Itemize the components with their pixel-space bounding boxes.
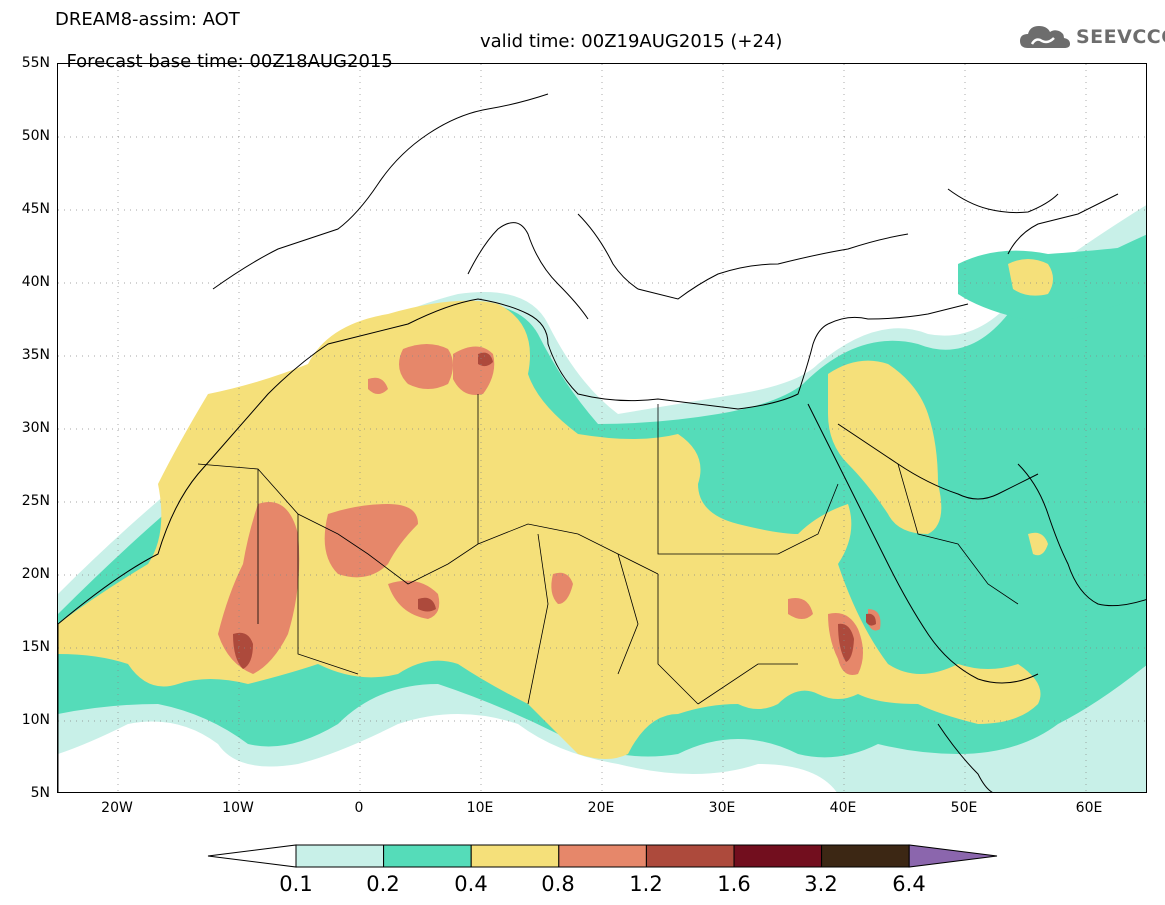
lat-label: 55N — [21, 55, 50, 71]
aot-band-0.8 — [218, 344, 881, 675]
colorbar-label: 6.4 — [892, 872, 926, 896]
colorbar-swatch — [470, 844, 560, 868]
lon-label: 10W — [222, 800, 254, 816]
colorbar-label: 0.1 — [279, 872, 313, 896]
colorbar-upper-extension — [908, 844, 998, 868]
lon-label: 20W — [101, 800, 133, 816]
logo-text: SEEVCCC — [1076, 26, 1165, 48]
colorbar-label: 0.4 — [454, 872, 488, 896]
aot-band-1.2 — [233, 352, 876, 669]
colorbar-label: 0.8 — [541, 872, 575, 896]
forecast-times: Forecast base time: 00Z18AUG2015 valid t… — [55, 32, 782, 92]
colorbar-label: 3.2 — [804, 872, 838, 896]
aot-band-0.4 — [58, 259, 1053, 759]
lat-label: 10N — [21, 712, 50, 728]
lon-label: 30E — [708, 800, 736, 816]
colorbar-label: 1.6 — [717, 872, 751, 896]
colorbar-label: 1.2 — [629, 872, 663, 896]
lat-label: 35N — [21, 347, 50, 363]
chart-title: DREAM8-assim: AOT — [55, 9, 240, 30]
colorbar-swatch — [295, 844, 385, 868]
map-area — [57, 63, 1147, 793]
lat-label: 5N — [30, 785, 50, 801]
lon-label: 0 — [354, 800, 364, 816]
lat-label: 15N — [21, 639, 50, 655]
colorbar-swatch — [821, 844, 910, 868]
coastlines — [58, 93, 1146, 792]
cloud-icon — [1020, 26, 1070, 48]
lat-label: 40N — [21, 274, 50, 290]
lon-label: 10E — [466, 800, 494, 816]
valid-time: valid time: 00Z19AUG2015 (+24) — [480, 31, 783, 52]
colorbar-swatch — [733, 844, 823, 868]
lat-label: 30N — [21, 420, 50, 436]
borders — [197, 394, 1019, 705]
seevccc-logo: SEEVCCC — [1018, 22, 1165, 52]
lon-label: 60E — [1075, 800, 1103, 816]
lon-label: 50E — [950, 800, 978, 816]
lon-label: 20E — [587, 800, 615, 816]
lon-label: 40E — [829, 800, 857, 816]
aot-map — [58, 64, 1146, 792]
colorbar-swatch — [383, 844, 472, 868]
lat-label: 50N — [21, 128, 50, 144]
colorbar-lower-extension — [207, 844, 297, 868]
lat-label: 25N — [21, 493, 50, 509]
base-time: Forecast base time: 00Z18AUG2015 — [66, 51, 393, 72]
lat-label: 20N — [21, 566, 50, 582]
colorbar-swatch — [645, 844, 735, 868]
colorbar-swatch — [558, 844, 647, 868]
colorbar-label: 0.2 — [366, 872, 400, 896]
lat-label: 45N — [21, 201, 50, 217]
